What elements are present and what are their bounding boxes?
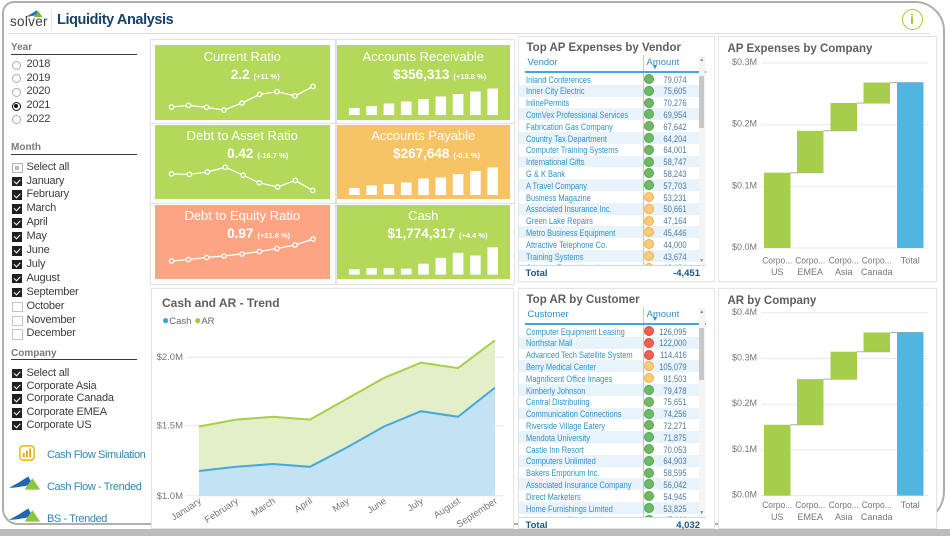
svg-text:April: April (293, 496, 315, 516)
svg-text:$0.3M: $0.3M (731, 57, 756, 67)
svg-text:$0.4M: $0.4M (731, 307, 756, 317)
svg-text:May: May (331, 496, 352, 515)
svg-text:August: August (432, 496, 463, 522)
svg-text:Canada: Canada (860, 267, 892, 277)
svg-text:Asia: Asia (834, 267, 852, 277)
svg-text:Total: Total (900, 256, 919, 266)
svg-text:Total: Total (900, 500, 919, 510)
svg-text:EMEA: EMEA (797, 267, 823, 277)
svg-text:Corpo...: Corpo... (861, 256, 891, 266)
svg-text:September: September (455, 496, 500, 529)
svg-text:February: February (203, 496, 241, 526)
svg-text:March: March (249, 496, 277, 520)
svg-text:EMEA: EMEA (797, 512, 823, 522)
svg-text:Corpo...: Corpo... (795, 500, 825, 510)
svg-text:$0.1M: $0.1M (731, 444, 756, 454)
svg-text:$0.1M: $0.1M (731, 180, 756, 190)
svg-text:Asia: Asia (834, 512, 852, 522)
svg-text:$1.5M: $1.5M (157, 421, 183, 432)
svg-text:$0.0M: $0.0M (731, 490, 756, 500)
svg-text:Corpo...: Corpo... (828, 256, 858, 266)
svg-text:US: US (770, 267, 783, 277)
svg-text:Corpo...: Corpo... (762, 500, 792, 510)
svg-text:$1.0M: $1.0M (157, 491, 183, 502)
svg-text:$0.2M: $0.2M (731, 398, 756, 408)
svg-text:$0.2M: $0.2M (731, 119, 756, 129)
svg-text:June: June (365, 496, 388, 516)
svg-text:$0.3M: $0.3M (731, 353, 756, 363)
svg-text:Corpo...: Corpo... (828, 500, 858, 510)
svg-text:July: July (405, 496, 425, 515)
svg-text:US: US (770, 512, 783, 522)
svg-text:Corpo...: Corpo... (795, 256, 825, 266)
svg-text:Corpo...: Corpo... (861, 500, 891, 510)
svg-text:$2.0M: $2.0M (157, 352, 183, 363)
svg-text:$0.0M: $0.0M (731, 242, 756, 252)
svg-text:Canada: Canada (860, 512, 892, 522)
svg-text:Corpo...: Corpo... (762, 256, 792, 266)
